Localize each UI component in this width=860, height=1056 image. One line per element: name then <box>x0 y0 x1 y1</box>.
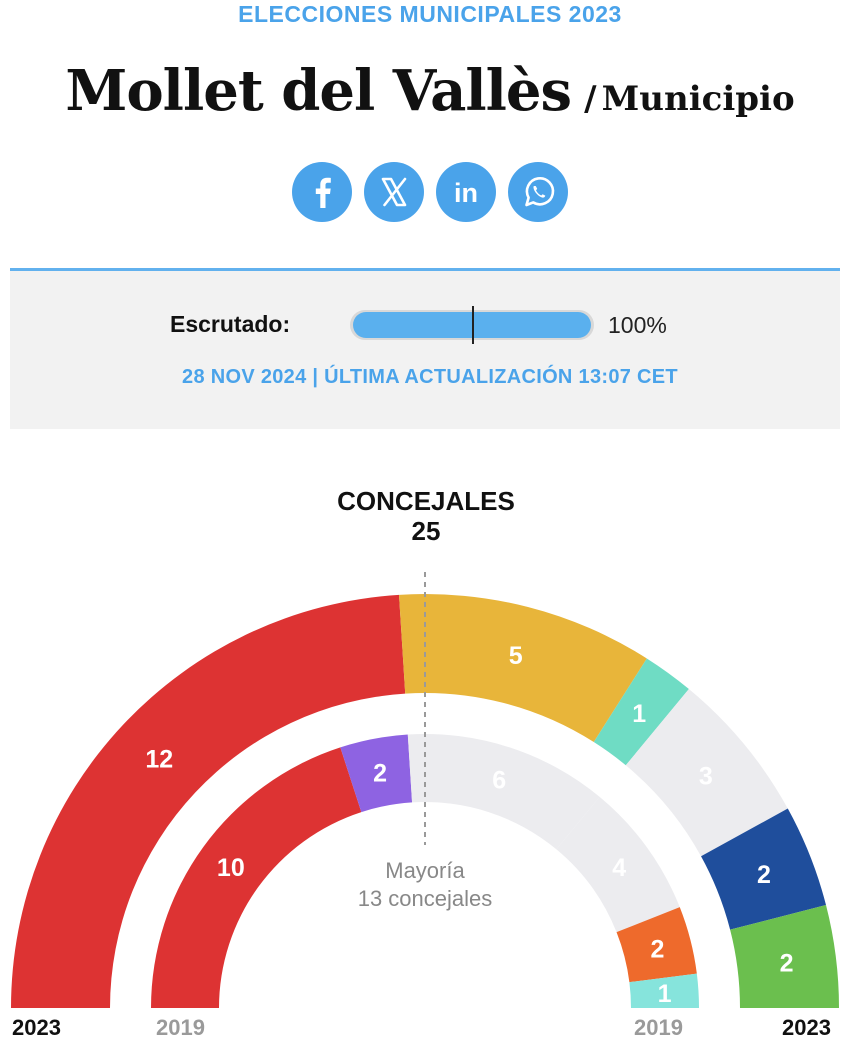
seat-label-2019-3: 4 <box>612 854 626 882</box>
seat-arc-2019-0 <box>151 747 362 1008</box>
title-separator: / <box>584 79 597 119</box>
seat-label-2023-1: 5 <box>509 642 523 670</box>
outer-year-left: 2023 <box>12 1015 61 1040</box>
seat-arc-2019-1 <box>340 734 413 813</box>
facebook-share-button[interactable] <box>292 162 352 222</box>
whatsapp-share-button[interactable] <box>508 162 568 222</box>
seat-arc-2019-3 <box>556 796 680 933</box>
municipality-name: Mollet del Vallès <box>65 58 572 124</box>
outer-year-right: 2023 <box>782 1015 831 1040</box>
seat-label-2019-4: 2 <box>651 935 665 963</box>
seat-label-2019-1: 2 <box>373 759 387 787</box>
seat-arc-2019-4 <box>616 907 697 983</box>
header-divider <box>10 268 840 271</box>
inner-year-left: 2019 <box>156 1015 205 1040</box>
scrutiny-label: Escrutado: <box>170 311 291 337</box>
hemicycle-chart: Mayoría 13 concejales 12 5 1 3 2 2 10 2 6 4 2 1 <box>11 572 839 1008</box>
facebook-icon <box>315 177 331 208</box>
seat-label-2023-0: 12 <box>145 745 173 773</box>
scrutiny-midpoint-marker <box>472 306 474 344</box>
seat-label-2019-2: 6 <box>492 767 506 795</box>
seats-label: CONCEJALES <box>337 486 515 516</box>
scrutiny-progress-bar <box>350 306 594 344</box>
municipality-type: Municipio <box>601 79 795 119</box>
page-title: Mollet del Vallès / Municipio <box>0 58 860 124</box>
svg-text:in: in <box>454 178 478 208</box>
seat-arc-2019-2 <box>407 734 600 850</box>
seat-arc-2023-4 <box>701 808 826 930</box>
majority-label: Mayoría <box>385 858 465 883</box>
seat-arc-2023-3 <box>625 689 788 857</box>
seat-label-2019-5: 1 <box>658 980 672 1008</box>
seat-arc-2019-5 <box>629 973 699 1008</box>
seat-arc-2023-0 <box>11 594 406 1008</box>
x-icon <box>381 177 407 207</box>
whatsapp-icon <box>525 177 555 207</box>
majority-seats-label: 13 concejales <box>358 886 493 911</box>
social-share-bar: in <box>0 162 860 222</box>
linkedin-icon: in <box>454 178 478 208</box>
seat-label-2023-5: 2 <box>780 949 794 977</box>
linkedin-share-button[interactable]: in <box>436 162 496 222</box>
last-update-text: 28 NOV 2024 | ÚLTIMA ACTUALIZACIÓN 13:07… <box>182 366 678 388</box>
seat-arc-2023-1 <box>399 594 647 743</box>
x-share-button[interactable] <box>364 162 424 222</box>
seats-total: 25 <box>411 516 441 546</box>
inner-year-right: 2019 <box>634 1015 683 1040</box>
seat-arc-2023-5 <box>730 905 839 1008</box>
seat-label-2023-4: 2 <box>757 861 771 889</box>
scrutiny-panel <box>10 271 840 429</box>
election-kicker: ELECCIONES MUNICIPALES 2023 <box>238 1 622 27</box>
seat-label-2023-2: 1 <box>632 700 646 728</box>
seat-arc-2023-2 <box>593 658 689 766</box>
seat-label-2023-3: 3 <box>699 763 713 791</box>
seat-label-2019-0: 10 <box>217 854 245 882</box>
seats-header: CONCEJALES 25 <box>0 486 852 546</box>
scrutiny-percent: 100% <box>608 312 667 338</box>
